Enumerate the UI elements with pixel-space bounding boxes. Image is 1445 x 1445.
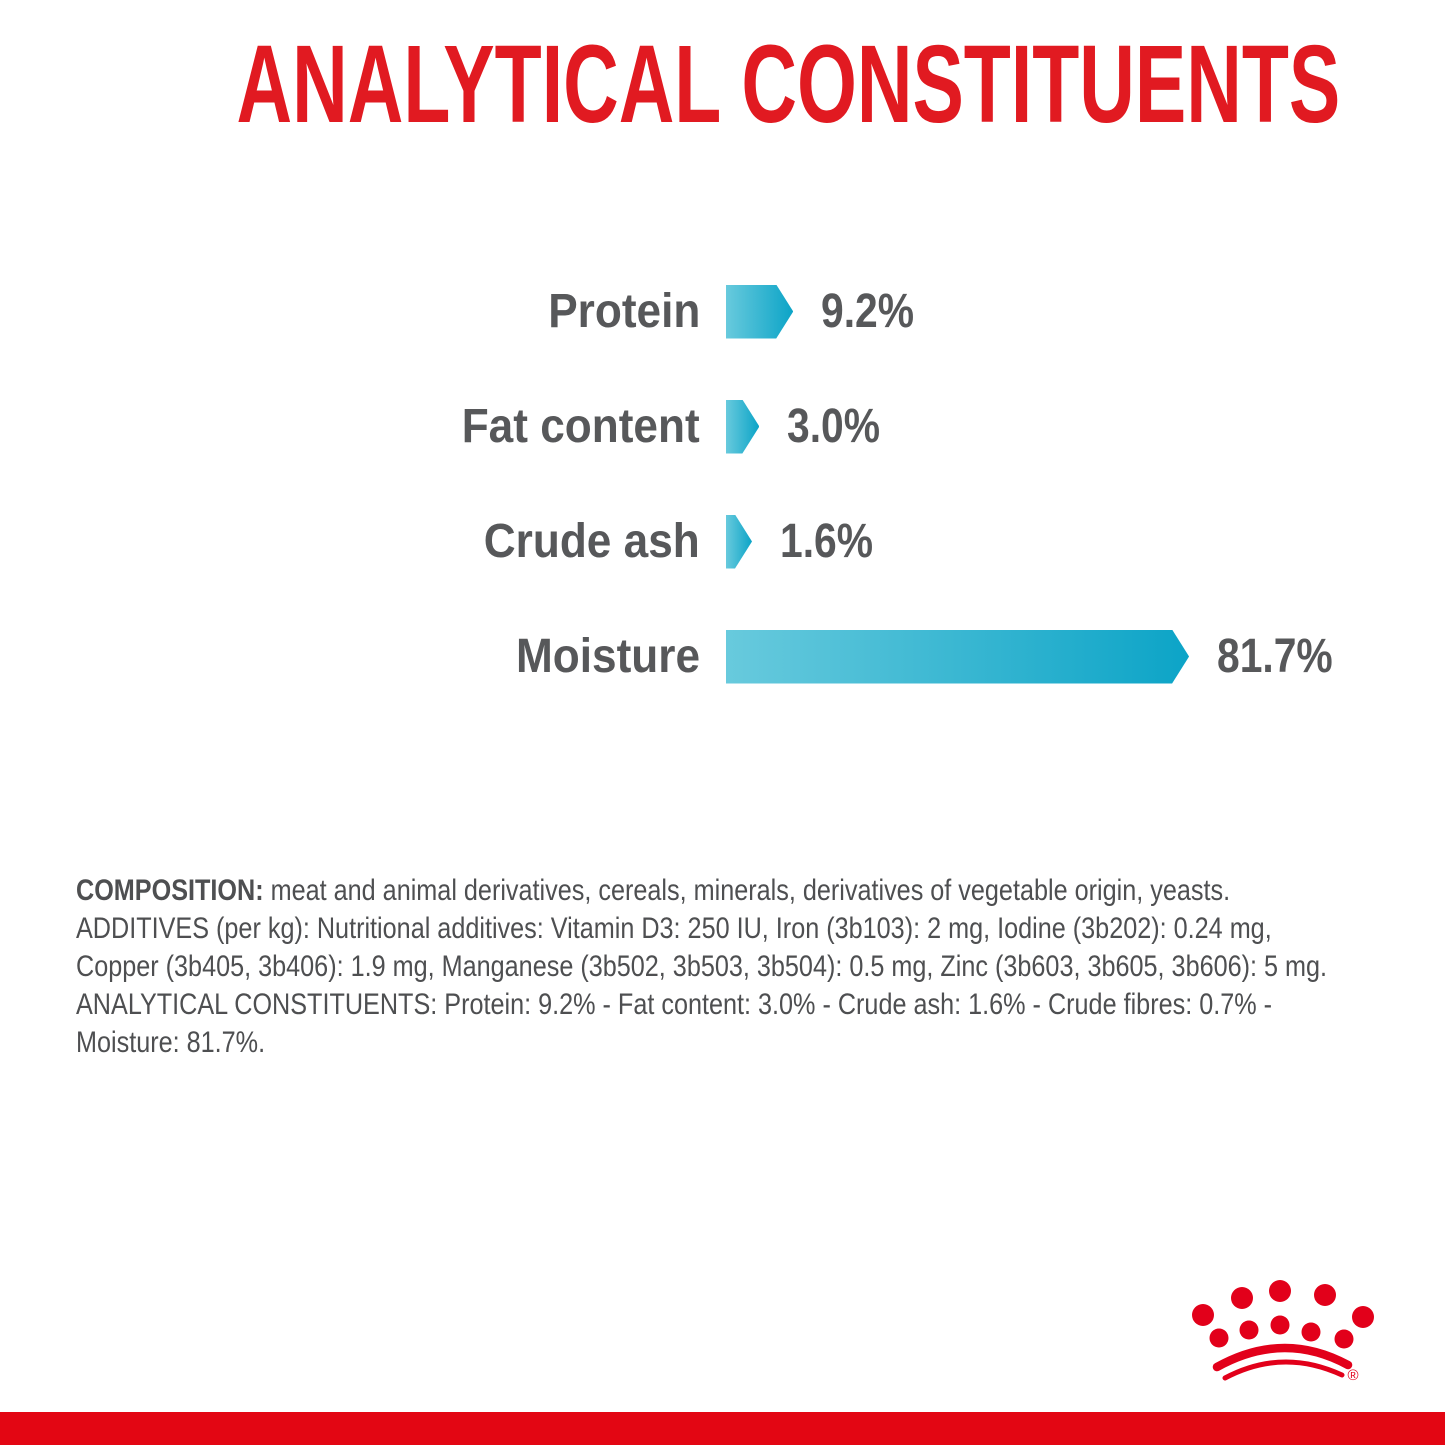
bar-label: Protein	[547, 285, 700, 338]
bar-value: 9.2%	[821, 285, 915, 338]
page-title: ANALYTICAL CONSTITUENTS	[0, 13, 1445, 156]
crown-dot	[1239, 1320, 1259, 1340]
bar-label: Crude ash	[484, 515, 700, 568]
crown-dot	[1209, 1328, 1229, 1348]
chart-row-moisture: Moisture 81.7%	[0, 599, 1445, 714]
composition-text-block: COMPOSITION: meat and animal derivatives…	[76, 872, 1445, 1062]
page-title-text: ANALYTICAL CONSTITUENTS	[236, 23, 1341, 146]
crown-dot	[1192, 1304, 1214, 1326]
bottom-red-strip	[0, 1412, 1445, 1445]
crown-dot	[1334, 1329, 1354, 1349]
crown-arc-outer	[1212, 1343, 1353, 1372]
crown-dot	[1231, 1287, 1253, 1309]
crown-dot	[1352, 1306, 1374, 1328]
composition-line: Copper (3b405, 3b406): 1.9 mg, Manganese…	[76, 950, 1328, 983]
bar	[726, 285, 793, 339]
composition-line: Moisture: 81.7%.	[76, 1026, 266, 1059]
bar-value: 3.0%	[787, 400, 881, 453]
crown-dot	[1269, 1280, 1291, 1302]
bar-label: Moisture	[515, 630, 700, 683]
analytical-constituents-chart: Protein 9.2% Fat content 3.0% Crude ash 1.6% M…	[0, 254, 1445, 714]
crown-dot	[1314, 1284, 1336, 1306]
bar-label: Fat content	[462, 400, 700, 453]
royal-canin-crown-logo: ®	[1192, 1280, 1374, 1384]
bar-value: 1.6%	[780, 515, 873, 568]
crown-arc-inner	[1222, 1359, 1345, 1381]
bar	[726, 400, 759, 454]
crown-dot	[1301, 1322, 1321, 1342]
bar	[726, 630, 1189, 684]
composition-line: COMPOSITION: meat and animal derivatives…	[76, 874, 1231, 907]
crown-dots-top-row	[1192, 1280, 1374, 1328]
bar	[726, 515, 752, 569]
chart-row-fat-content: Fat content 3.0%	[0, 369, 1445, 484]
composition-bold-label: COMPOSITION:	[76, 874, 264, 907]
chart-row-protein: Protein 9.2%	[0, 254, 1445, 369]
composition-line: ANALYTICAL CONSTITUENTS: Protein: 9.2% -…	[76, 988, 1273, 1021]
registered-trademark-icon: ®	[1347, 1367, 1358, 1384]
crown-dots-inner-row	[1209, 1315, 1354, 1349]
bar-value: 81.7%	[1217, 630, 1333, 683]
composition-line: ADDITIVES (per kg): Nutritional additive…	[76, 912, 1272, 945]
crown-dot	[1270, 1315, 1290, 1335]
chart-row-crude-ash: Crude ash 1.6%	[0, 484, 1445, 599]
